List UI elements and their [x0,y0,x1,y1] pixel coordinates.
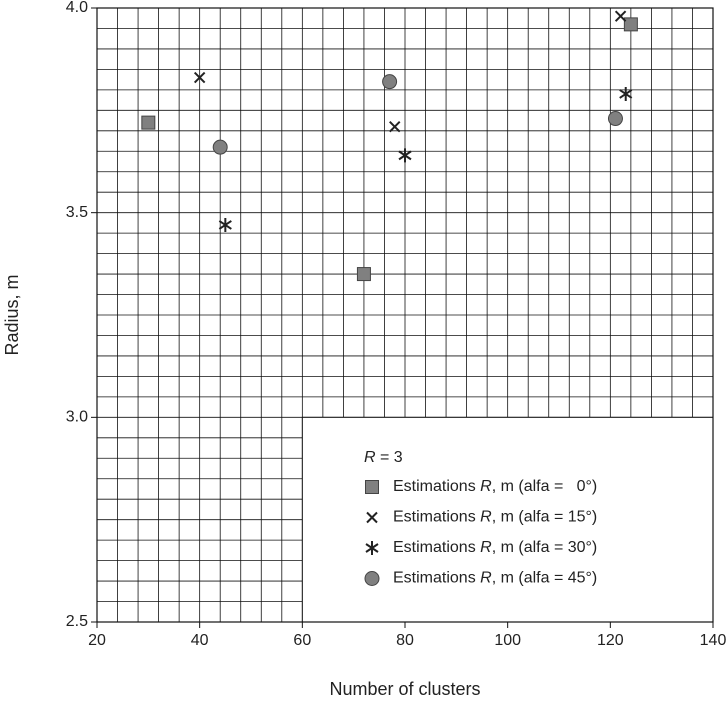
marker-square [623,17,638,32]
x-tick-label: 40 [191,632,209,649]
marker-square [356,267,371,282]
marker-circle [607,111,623,127]
marker-asterisk [218,217,232,232]
x-tick-label: 20 [88,632,106,649]
legend-title: R = 3 [364,449,403,466]
marker-circle [212,139,228,155]
legend-marker [366,511,378,524]
legend-label: Estimations R, m (alfa = 0°) [393,478,597,495]
marker-circle [382,74,398,90]
marker-asterisk [619,86,633,101]
x-tick-label: 140 [700,632,726,649]
marker-x [193,71,206,84]
x-tick-label: 100 [494,632,521,649]
x-axis-label: Number of clusters [329,679,480,699]
legend-label: Estimations R, m (alfa = 45°) [393,570,597,587]
y-tick-label: 2.5 [66,613,88,630]
y-tick-label: 3.5 [66,204,88,221]
marker-square [141,115,156,130]
legend-label: Estimations R, m (alfa = 15°) [393,509,597,526]
x-tick-label: 80 [396,632,414,649]
x-tick-label: 60 [293,632,311,649]
legend-marker [365,541,379,555]
y-tick-label: 4.0 [66,0,88,16]
legend-label: Estimations R, m (alfa = 30°) [393,539,597,556]
y-tick-label: 3.0 [66,409,88,426]
y-axis-label: Radius, m [2,274,22,355]
marker-x [389,120,401,133]
marker-x [614,10,627,22]
marker-asterisk [398,148,412,163]
legend-marker [365,480,379,494]
legend-marker [364,571,380,586]
x-tick-label: 120 [597,632,624,649]
